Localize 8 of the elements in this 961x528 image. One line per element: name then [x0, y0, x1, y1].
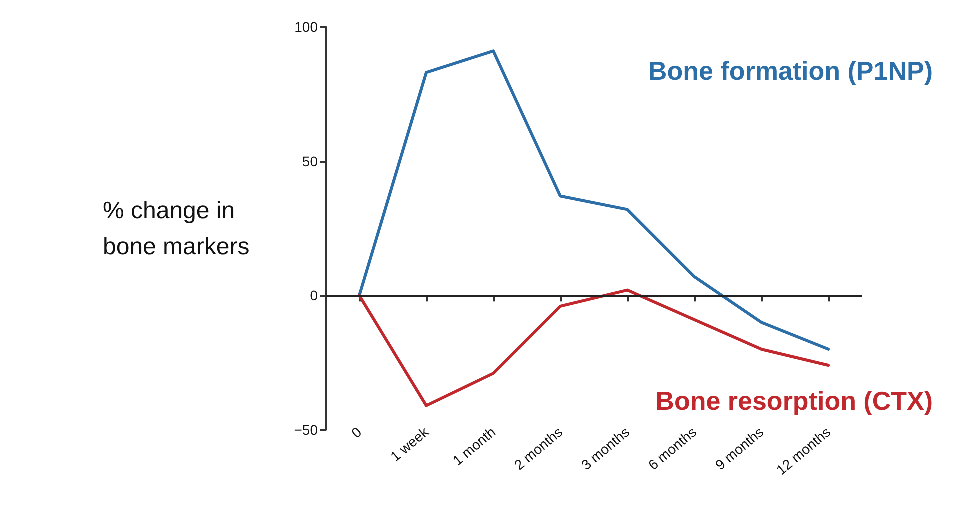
- y-tick-label: 0: [310, 288, 318, 304]
- y-tick-label: 50: [302, 153, 318, 170]
- y-tick-label: −50: [294, 422, 318, 438]
- series-label: Bone resorption (CTX): [656, 386, 934, 416]
- text: Bone formation (P1NP): [648, 56, 934, 86]
- x-tick-label: 0: [348, 424, 365, 442]
- y-axis-title: % change in bone markers: [103, 198, 250, 260]
- y-tick-label: 100: [294, 19, 318, 35]
